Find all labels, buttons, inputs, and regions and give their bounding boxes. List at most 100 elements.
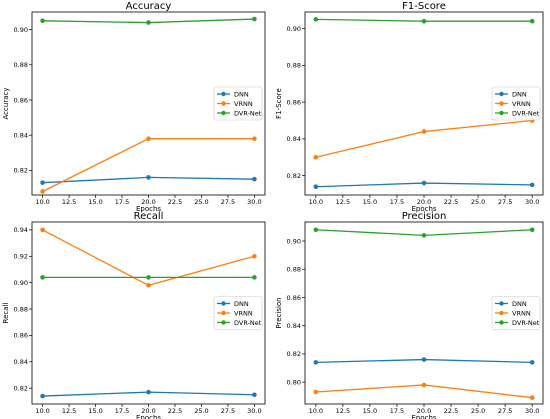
legend-label: DNN [512,300,527,308]
y-tick-label: 0.82 [14,384,28,392]
y-tick-label: 0.90 [287,25,301,33]
y-tick-label: 0.84 [14,358,28,366]
y-tick-label: 0.88 [14,61,28,69]
data-point [40,393,45,399]
x-tick-label: 10.0 [35,198,49,206]
y-tick-label: 0.88 [287,62,301,70]
data-point [146,389,151,395]
y-tick-label: 0.88 [287,266,301,274]
series-dnn [313,180,535,190]
y-tick-label: 0.94 [14,226,28,234]
data-point [313,389,319,395]
x-tick-label: 20.0 [417,198,431,206]
data-point [40,189,45,194]
y-tick-label: 0.84 [287,135,301,143]
data-point [529,395,535,400]
data-point [146,275,151,280]
x-tick-label: 30.0 [247,198,261,206]
data-point [421,233,427,238]
x-tick-label: 17.5 [115,198,129,206]
chart-recall: Recall Epochs Recall 10.0 12.5 15.0 17.5 20.0 22… [2,211,266,419]
y-tick-label: 0.86 [287,98,301,106]
x-tick-label: 12.5 [336,407,350,415]
legend-marker [221,301,226,306]
legend-label: DVR-Net [234,109,262,117]
chart-title: Recall [134,211,164,222]
x-tick-label: 15.0 [88,198,102,206]
data-point [529,182,535,188]
y-tick-label: 0.86 [14,96,28,104]
y-tick-label: 0.88 [14,305,28,313]
series-vrnn [313,382,535,400]
y-tick-label: 0.82 [287,172,301,180]
y-tick-label: 0.92 [14,253,28,261]
x-tick-label: 20.0 [417,407,431,415]
x-tick-label: 22.5 [168,407,182,415]
y-tick-label: 0.86 [287,294,301,302]
y-axis-label: Accuracy [2,88,10,120]
x-axis-label: Epochs [411,414,436,419]
data-point [252,136,257,141]
legend-marker [499,101,504,106]
y-axis-label: Recall [2,303,10,324]
x-tick-label: 12.5 [62,198,76,206]
data-point [313,227,319,233]
x-tick-label: 15.0 [363,407,377,415]
data-point [529,360,535,365]
data-point [421,382,427,388]
legend-marker [221,310,226,316]
data-point [146,20,151,25]
series-dvr-net [313,227,535,238]
data-point [252,275,257,280]
data-point [146,136,151,141]
chart-precision: Precision Epochs Precision 10.0 12.5 15.0 17.5… [275,211,544,419]
y-tick-label: 0.84 [14,131,28,139]
legend-box [491,86,541,121]
data-point [313,154,319,160]
x-tick-label: 20.0 [141,198,155,206]
x-tick-label: 27.5 [498,407,512,415]
series-dnn [313,357,535,365]
x-axis-label: Epochs [411,205,436,213]
x-tick-label: 27.5 [221,198,235,206]
data-point [529,18,535,24]
data-point [40,18,45,24]
x-tick-label: 27.5 [498,198,512,206]
legend-label: VRNN [234,309,253,317]
legend-marker [221,91,226,97]
legend-box [213,296,263,330]
y-tick-label: 0.82 [14,167,28,175]
series-line [42,138,255,193]
y-tick-label: 0.82 [287,350,301,358]
x-tick-label: 15.0 [363,198,377,206]
series-dnn [40,175,257,185]
y-tick-label: 0.86 [14,332,28,340]
data-point [421,180,427,186]
data-point [313,184,319,190]
legend-box [213,86,263,121]
series-dvr-net [313,17,535,24]
legend-marker [499,110,504,116]
y-axis-label: F1-Score [275,88,283,119]
y-tick-label: 0.90 [14,26,28,34]
data-point [529,227,535,233]
legend-marker [499,91,504,97]
data-point [421,357,427,362]
x-axis-label: Epochs [136,205,161,213]
data-point [313,17,319,22]
y-tick-label: 0.80 [287,378,301,386]
x-tick-label: 25.0 [471,407,485,415]
series-vrnn [40,136,257,194]
x-tick-label: 25.0 [194,407,208,415]
legend-marker [499,310,504,316]
y-axis-label: Precision [275,297,283,328]
legend-marker [221,110,226,116]
y-tick-label: 0.90 [287,237,301,245]
x-tick-label: 22.5 [168,198,182,206]
data-point [252,392,257,398]
data-point [252,176,257,182]
